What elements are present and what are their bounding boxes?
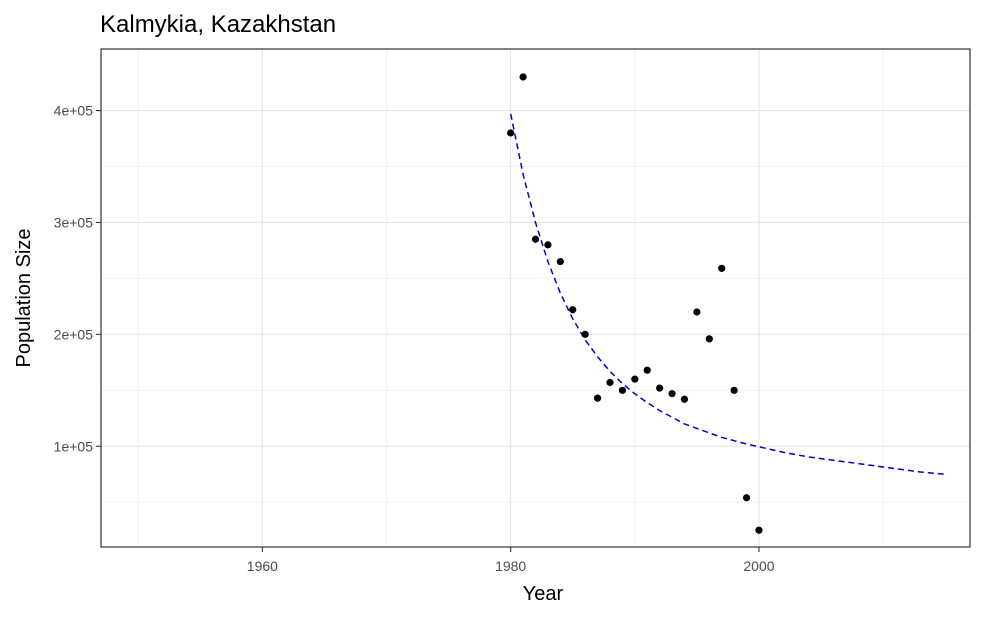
data-point [556,258,564,266]
data-point [507,129,515,137]
data-point [544,241,552,249]
plot-panel-border [100,48,971,548]
data-point [631,375,639,383]
y-tick-label: 2e+05 [54,326,94,342]
data-point [519,73,527,81]
data-point [755,526,763,534]
data-point [693,308,701,316]
y-tick-label: 4e+05 [54,103,94,119]
x-axis-label: Year [523,583,564,605]
data-point [742,494,751,502]
grid-layer [101,49,970,547]
data-point [531,235,540,243]
data-point [618,386,627,394]
points-layer [507,73,763,534]
data-point [643,366,651,374]
data-point [718,264,726,272]
y-tick-label: 1e+05 [54,438,94,454]
data-point [656,384,664,392]
data-point [606,378,614,387]
y-axis-label: Population Size [13,229,35,368]
data-point [569,306,577,314]
x-tick-label: 1980 [495,558,526,574]
y-tick-label: 3e+05 [54,214,94,230]
fit-layer [509,113,946,476]
x-tick-label: 2000 [743,558,774,574]
ticks-layer: 1960 1980 2000 1e+05 2e+05 3e+05 4e+05 [54,103,775,574]
data-point [581,330,589,338]
chart-title: Kalmykia, Kazakhstan [100,11,336,38]
data-point [668,390,676,398]
data-point [593,394,602,402]
data-point [730,386,738,394]
data-point [680,395,689,403]
x-tick-label: 1960 [247,558,278,574]
data-point [705,335,713,343]
fitted-curve-line [509,113,946,476]
